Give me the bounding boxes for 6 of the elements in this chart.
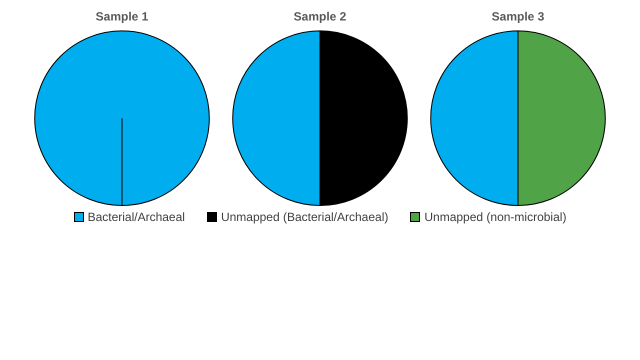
chart-title: Sample 3 (492, 10, 545, 24)
legend-label: Unmapped (non-microbial) (424, 210, 566, 224)
chart-title: Sample 1 (96, 10, 149, 24)
legend-label: Unmapped (Bacterial/Archaeal) (220, 210, 388, 224)
legend-label: Bacterial/Archaeal (88, 210, 185, 224)
chart-title: Sample 2 (294, 10, 347, 24)
